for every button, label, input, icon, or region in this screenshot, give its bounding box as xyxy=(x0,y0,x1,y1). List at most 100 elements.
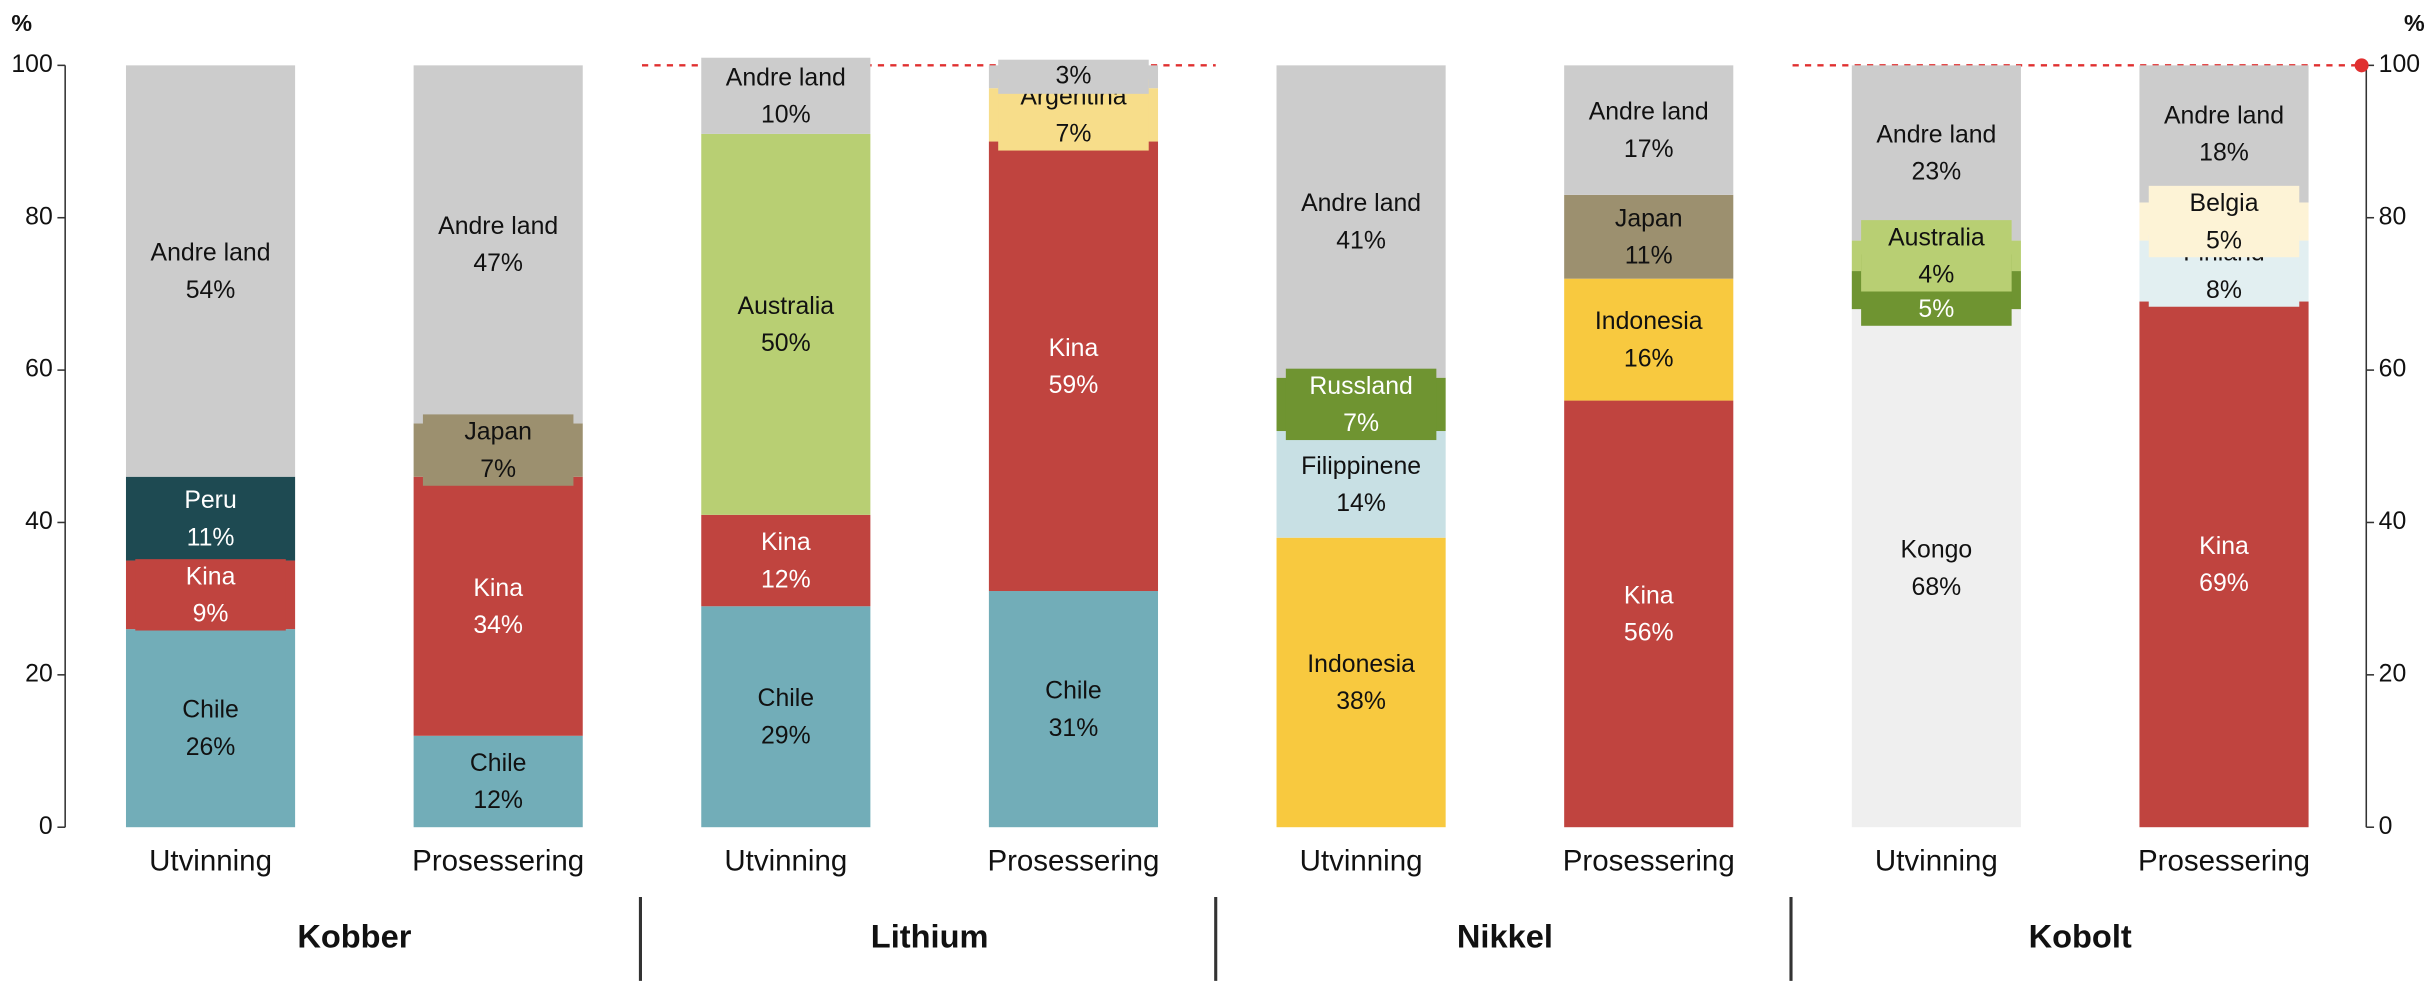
segment-name: Kina xyxy=(1049,335,1099,362)
y-tick-label: 0 xyxy=(39,813,53,840)
data-label: 16% xyxy=(1624,345,1674,372)
bar-segment xyxy=(413,476,583,736)
data-label: 17% xyxy=(1624,136,1674,163)
segment-name: Japan xyxy=(464,419,532,446)
y-tick-label: 40 xyxy=(25,508,53,535)
segment-name: Peru xyxy=(184,487,236,514)
data-label: 50% xyxy=(761,330,811,357)
x-tick-label: Utvinning xyxy=(1875,845,1998,878)
data-label: 47% xyxy=(473,250,523,277)
data-label: 68% xyxy=(1912,574,1962,601)
bar-segment xyxy=(1564,65,1734,195)
data-label: 54% xyxy=(186,277,236,304)
x-tick-label: Utvinning xyxy=(149,845,272,878)
x-tick-label: Utvinning xyxy=(1300,845,1423,878)
data-label: 41% xyxy=(1336,227,1386,254)
bar-segment xyxy=(1276,431,1446,538)
data-label: 31% xyxy=(1049,715,1099,742)
y2-tick-label: 40 xyxy=(2379,508,2407,535)
data-label: 10% xyxy=(761,102,811,129)
data-label: 34% xyxy=(473,612,523,639)
segment-name: Indonesia xyxy=(1595,308,1703,335)
data-label: 3% xyxy=(1056,62,1092,89)
group-label: Kobber xyxy=(297,919,411,955)
bar-segment xyxy=(125,65,296,477)
bar-segment xyxy=(1851,65,2021,241)
bar-segment xyxy=(701,133,871,515)
data-label: 4% xyxy=(1918,262,1954,289)
data-label: 29% xyxy=(761,722,811,749)
y2-tick-label: 20 xyxy=(2379,660,2407,687)
bar-segment xyxy=(1276,65,1446,378)
label-background xyxy=(422,414,574,486)
y-tick-label: 80 xyxy=(25,203,53,230)
data-label: 18% xyxy=(2199,140,2249,167)
data-label: 7% xyxy=(1056,121,1092,148)
data-label: 12% xyxy=(473,787,523,814)
label-background xyxy=(135,559,286,631)
segment-name: Andre land xyxy=(1301,190,1421,217)
y2-tick-label: 100 xyxy=(2379,51,2420,78)
segment-name: Chile xyxy=(1045,678,1102,705)
segment-name: Kina xyxy=(1624,582,1674,609)
data-label: 26% xyxy=(186,734,236,761)
bar-segment xyxy=(701,514,871,607)
group-label: Kobolt xyxy=(2029,919,2132,955)
segment-name: Australia xyxy=(738,293,835,320)
label-background xyxy=(2148,185,2300,258)
bar-segment xyxy=(1564,278,1734,401)
x-tick-label: Prosessering xyxy=(1563,845,1735,878)
y2-axis-label: % xyxy=(2404,10,2425,36)
bar-segment xyxy=(413,65,583,424)
y2-tick-label: 60 xyxy=(2379,356,2407,383)
data-label: 14% xyxy=(1336,490,1386,517)
bar-segment xyxy=(413,735,583,828)
bar-segment xyxy=(1276,537,1446,828)
data-label: 7% xyxy=(480,456,516,483)
bar-segment xyxy=(701,57,871,134)
y-axis-label: % xyxy=(11,10,32,36)
y-tick-label: 100 xyxy=(11,51,52,78)
bar-segment xyxy=(988,141,1159,592)
segment-name: Andre land xyxy=(1589,99,1709,126)
data-label: 12% xyxy=(761,566,811,593)
segment-name: Andre land xyxy=(1876,121,1996,148)
y2-tick-label: 80 xyxy=(2379,203,2407,230)
data-label: 9% xyxy=(193,601,229,628)
data-label: 69% xyxy=(2199,570,2249,597)
label-background xyxy=(1861,220,2012,292)
segment-name: Andre land xyxy=(151,240,271,267)
data-label: 7% xyxy=(1343,410,1379,437)
x-tick-label: Prosessering xyxy=(412,845,584,878)
bar-segment xyxy=(1564,194,1734,279)
segment-name: Andre land xyxy=(438,213,558,240)
data-label: 23% xyxy=(1912,159,1962,186)
segment-name: Chile xyxy=(182,697,239,724)
segment-name: Filippinene xyxy=(1301,453,1421,480)
data-label: 11% xyxy=(1625,242,1673,269)
segment-name: Chile xyxy=(470,750,527,777)
y2-tick-label: 0 xyxy=(2379,813,2393,840)
bar-segment xyxy=(988,591,1159,828)
label-background xyxy=(998,59,1149,94)
bar-segment xyxy=(1564,400,1734,828)
segment-name: Russland xyxy=(1309,373,1412,400)
data-label: 5% xyxy=(1918,296,1954,323)
group-label: Lithium xyxy=(871,919,989,955)
segment-name: Kina xyxy=(761,529,811,556)
bar-segment xyxy=(701,606,871,828)
segment-name: Belgia xyxy=(2190,190,2259,217)
data-label: 38% xyxy=(1336,688,1386,715)
segment-name: Andre land xyxy=(2164,102,2284,129)
segment-name: Kina xyxy=(2199,533,2249,560)
label-background xyxy=(1285,368,1437,441)
bar-segment xyxy=(2139,301,2309,828)
segment-name: Japan xyxy=(1615,205,1683,232)
bar-segment xyxy=(1851,309,2021,828)
data-label: 8% xyxy=(2206,277,2242,304)
segment-name: Australia xyxy=(1888,224,1985,251)
segment-name: Kongo xyxy=(1900,537,1972,564)
segment-name: Indonesia xyxy=(1307,651,1415,678)
x-tick-label: Prosessering xyxy=(987,845,1159,878)
x-tick-label: Prosessering xyxy=(2138,845,2310,878)
